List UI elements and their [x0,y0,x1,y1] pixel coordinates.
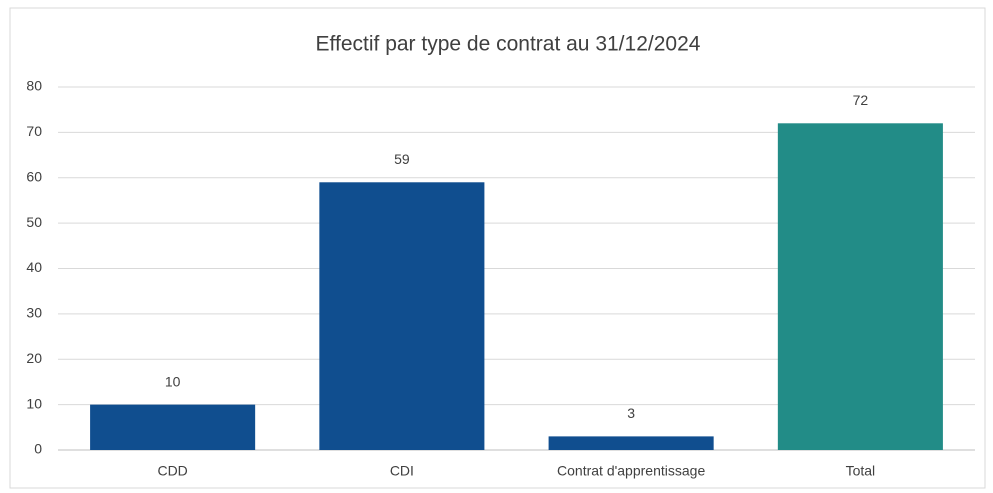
data-label: 3 [627,405,635,421]
y-tick-label: 80 [26,78,42,94]
data-label: 59 [394,151,410,167]
bar [319,182,485,450]
y-tick-label: 10 [26,395,42,411]
x-tick-label: CDI [390,463,414,479]
x-tick-label: CDD [157,463,187,479]
y-tick-label: 60 [26,168,42,184]
y-tick-label: 30 [26,305,42,321]
bar [548,436,714,450]
y-tick-label: 20 [26,350,42,366]
data-label: 10 [165,373,181,389]
data-label: 72 [853,92,869,108]
y-tick-label: 0 [34,441,42,457]
chart-title: Effectif par type de contrat au 31/12/20… [316,33,701,56]
y-tick-label: 40 [26,259,42,275]
x-tick-label: Total [846,463,876,479]
y-tick-label: 50 [26,214,42,230]
bar [777,123,943,451]
y-tick-label: 70 [26,123,42,139]
x-tick-label: Contrat d'apprentissage [557,463,705,479]
bar [90,404,256,450]
